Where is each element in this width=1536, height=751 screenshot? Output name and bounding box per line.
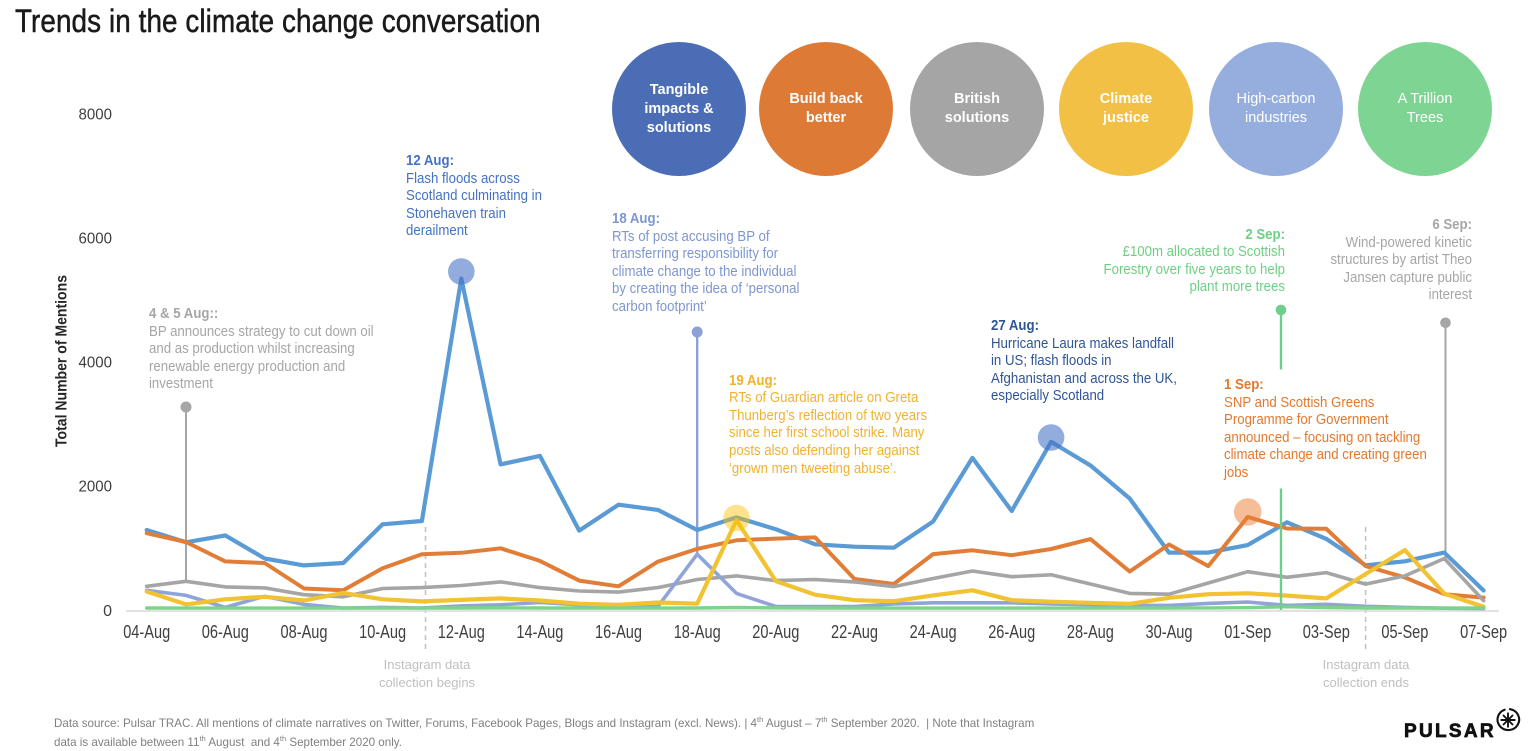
svg-text:20-Aug: 20-Aug: [752, 622, 799, 642]
svg-text:14-Aug: 14-Aug: [516, 622, 563, 642]
svg-text:28-Aug: 28-Aug: [1067, 622, 1114, 642]
svg-text:01-Sep: 01-Sep: [1224, 622, 1271, 642]
svg-text:0: 0: [103, 603, 112, 620]
svg-text:30-Aug: 30-Aug: [1146, 622, 1193, 642]
svg-text:24-Aug: 24-Aug: [910, 622, 957, 642]
svg-text:8000: 8000: [79, 106, 113, 123]
svg-text:06-Aug: 06-Aug: [202, 622, 249, 642]
svg-text:Total Number of Mentions: Total Number of Mentions: [54, 275, 71, 447]
svg-text:4000: 4000: [79, 355, 113, 372]
svg-text:04-Aug: 04-Aug: [123, 622, 170, 642]
svg-text:26-Aug: 26-Aug: [988, 622, 1035, 642]
svg-text:18-Aug: 18-Aug: [674, 622, 721, 642]
svg-text:6000: 6000: [79, 231, 113, 248]
svg-text:16-Aug: 16-Aug: [595, 622, 642, 642]
svg-text:07-Sep: 07-Sep: [1460, 622, 1507, 642]
svg-text:08-Aug: 08-Aug: [281, 622, 328, 642]
svg-text:12-Aug: 12-Aug: [438, 622, 485, 642]
svg-text:2000: 2000: [79, 479, 113, 496]
svg-text:03-Sep: 03-Sep: [1303, 622, 1350, 642]
svg-text:22-Aug: 22-Aug: [831, 622, 878, 642]
svg-text:05-Sep: 05-Sep: [1381, 622, 1428, 642]
svg-text:10-Aug: 10-Aug: [359, 622, 406, 642]
